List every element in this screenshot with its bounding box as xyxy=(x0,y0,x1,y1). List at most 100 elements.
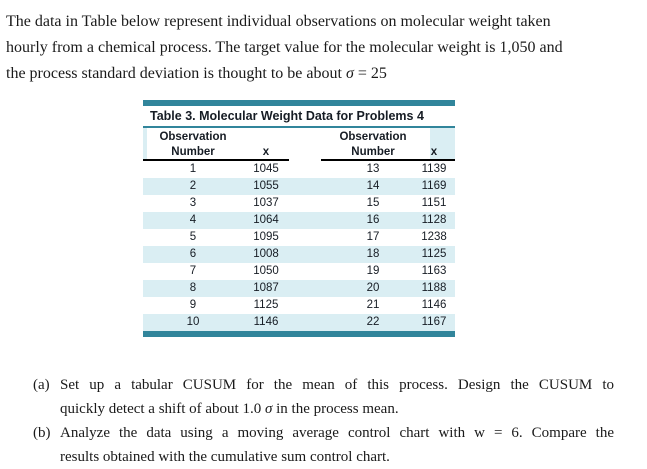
problem-a-line-2-text: quickly detect a shift of about 1.0 xyxy=(60,401,265,417)
cell-observation-number-right: 16 xyxy=(366,214,380,226)
table-row: 8 1087 20 1188 xyxy=(143,280,455,297)
cell-observation-number-right: 13 xyxy=(366,163,380,175)
cell-observation-number-right: 19 xyxy=(366,265,380,277)
problem-a-label: (a) xyxy=(33,377,50,393)
table-row: 2 1055 14 1169 xyxy=(143,178,455,195)
problem-b: (b) Analyze the data using a moving aver… xyxy=(33,421,614,469)
cell-x-right: 1188 xyxy=(421,282,447,294)
header-left-fill xyxy=(143,128,147,161)
table-row: 4 1064 16 1128 xyxy=(143,212,455,229)
problem-a-line-1: Set up a tabular CUSUM for the mean of t… xyxy=(60,377,614,393)
cell-x-left: 1064 xyxy=(253,214,279,226)
cell-observation-number-right: 21 xyxy=(366,299,380,311)
problem-a: (a) Set up a tabular CUSUM for the mean … xyxy=(33,373,614,421)
cell-observation-number-left: 4 xyxy=(189,214,197,226)
cell-gap xyxy=(289,297,333,314)
cell-observation-number-right: 18 xyxy=(366,248,380,260)
intro-line-3-value: = 25 xyxy=(353,65,387,82)
cell-observation-number-left: 3 xyxy=(189,197,197,209)
cell-observation-number-right: 22 xyxy=(366,316,380,328)
cell-x-left: 1125 xyxy=(253,299,279,311)
intro-line-3-text: the process standard deviation is though… xyxy=(6,65,346,82)
table-top-accent-bar xyxy=(143,100,455,106)
sigma-symbol: σ xyxy=(264,401,273,417)
cell-x-right: 1238 xyxy=(421,231,447,243)
sigma-symbol: σ xyxy=(345,65,354,82)
cell-observation-number-left: 5 xyxy=(189,231,197,243)
cell-gap xyxy=(289,263,333,280)
cell-x-left: 1095 xyxy=(253,231,279,243)
cell-observation-number-left: 2 xyxy=(189,180,197,192)
header-observation-label: Observation xyxy=(339,131,407,143)
header-right-fill xyxy=(430,128,455,161)
problem-a-text: Set up a tabular CUSUM for the mean of t… xyxy=(60,373,614,421)
table-title: Table 3. Molecular Weight Data for Probl… xyxy=(143,106,455,128)
header-number-label: Number xyxy=(171,146,215,158)
table-row: 5 1095 17 1238 xyxy=(143,229,455,246)
problem-b-label: (b) xyxy=(33,425,51,441)
cell-gap xyxy=(289,246,333,263)
intro-line-2: hourly from a chemical process. The targ… xyxy=(6,39,563,56)
cell-x-right: 1167 xyxy=(421,316,447,328)
cell-observation-number-right: 17 xyxy=(366,231,380,243)
cell-x-right: 1169 xyxy=(421,180,447,192)
problem-b-line-2: results obtained with the cumulative sum… xyxy=(60,449,390,465)
intro-line-3: the process standard deviation is though… xyxy=(6,61,647,87)
table-row: 3 1037 15 1151 xyxy=(143,195,455,212)
cell-x-right: 1146 xyxy=(421,299,447,311)
header-x-label: x xyxy=(262,146,270,158)
cell-observation-number-left: 9 xyxy=(189,299,197,311)
cell-x-left: 1050 xyxy=(253,265,279,277)
cell-x-right: 1139 xyxy=(421,163,447,175)
cell-gap xyxy=(289,314,333,331)
header-x-label: x xyxy=(430,146,438,158)
header-observation-label: Observation xyxy=(159,131,227,143)
header-x-left: x xyxy=(243,128,289,161)
table-row: 10 1146 22 1167 xyxy=(143,314,455,331)
cell-observation-number-right: 20 xyxy=(366,282,380,294)
intro-paragraph: The data in Table below represent indivi… xyxy=(0,0,647,87)
problem-a-line-2-end: in the process mean. xyxy=(272,401,399,417)
table-row: 9 1125 21 1146 xyxy=(143,297,455,314)
cell-gap xyxy=(289,229,333,246)
problem-b-text: Analyze the data using a moving average … xyxy=(60,421,614,469)
cell-x-left: 1146 xyxy=(253,316,279,328)
table-bottom-accent-bar xyxy=(143,331,455,337)
cell-x-left: 1045 xyxy=(253,163,279,175)
intro-line-1: The data in Table below represent indivi… xyxy=(6,13,551,30)
cell-gap xyxy=(289,161,333,178)
cell-observation-number-left: 10 xyxy=(186,316,200,328)
table-row: 1 1045 13 1139 xyxy=(143,161,455,178)
cell-gap xyxy=(289,195,333,212)
cell-x-left: 1055 xyxy=(253,180,279,192)
header-observation-number-left: Observation Number xyxy=(143,128,243,161)
header-number-label: Number xyxy=(351,146,395,158)
problem-parts: (a) Set up a tabular CUSUM for the mean … xyxy=(33,373,614,469)
cell-x-right: 1163 xyxy=(421,265,447,277)
cell-observation-number-left: 6 xyxy=(189,248,197,260)
problem-a-line-2: quickly detect a shift of about 1.0 σ in… xyxy=(60,397,614,421)
header-center-gap xyxy=(289,128,333,161)
molecular-weight-table: Table 3. Molecular Weight Data for Probl… xyxy=(143,100,455,337)
cell-x-left: 1037 xyxy=(253,197,279,209)
table-row: 7 1050 19 1163 xyxy=(143,263,455,280)
header-underline-left xyxy=(143,159,289,161)
cell-gap xyxy=(289,212,333,229)
cell-observation-number-left: 8 xyxy=(189,282,197,294)
table-row: 6 1008 18 1125 xyxy=(143,246,455,263)
cell-gap xyxy=(289,280,333,297)
cell-x-left: 1008 xyxy=(253,248,279,260)
header-underline-right xyxy=(321,159,455,161)
cell-x-right: 1151 xyxy=(421,197,447,209)
cell-x-left: 1087 xyxy=(253,282,279,294)
cell-observation-number-left: 7 xyxy=(189,265,197,277)
header-observation-number-right: Observation Number xyxy=(333,128,413,161)
table-header-row: Observation Number x Observation Number … xyxy=(143,128,455,161)
header-x-right: x xyxy=(413,128,455,161)
cell-x-right: 1125 xyxy=(421,248,447,260)
cell-observation-number-right: 15 xyxy=(366,197,380,209)
problem-b-line-1: Analyze the data using a moving average … xyxy=(60,425,614,441)
cell-x-right: 1128 xyxy=(421,214,447,226)
table-body: 1 1045 13 1139 2 1055 14 1169 3 1037 15 … xyxy=(143,161,455,331)
cell-observation-number-right: 14 xyxy=(366,180,380,192)
